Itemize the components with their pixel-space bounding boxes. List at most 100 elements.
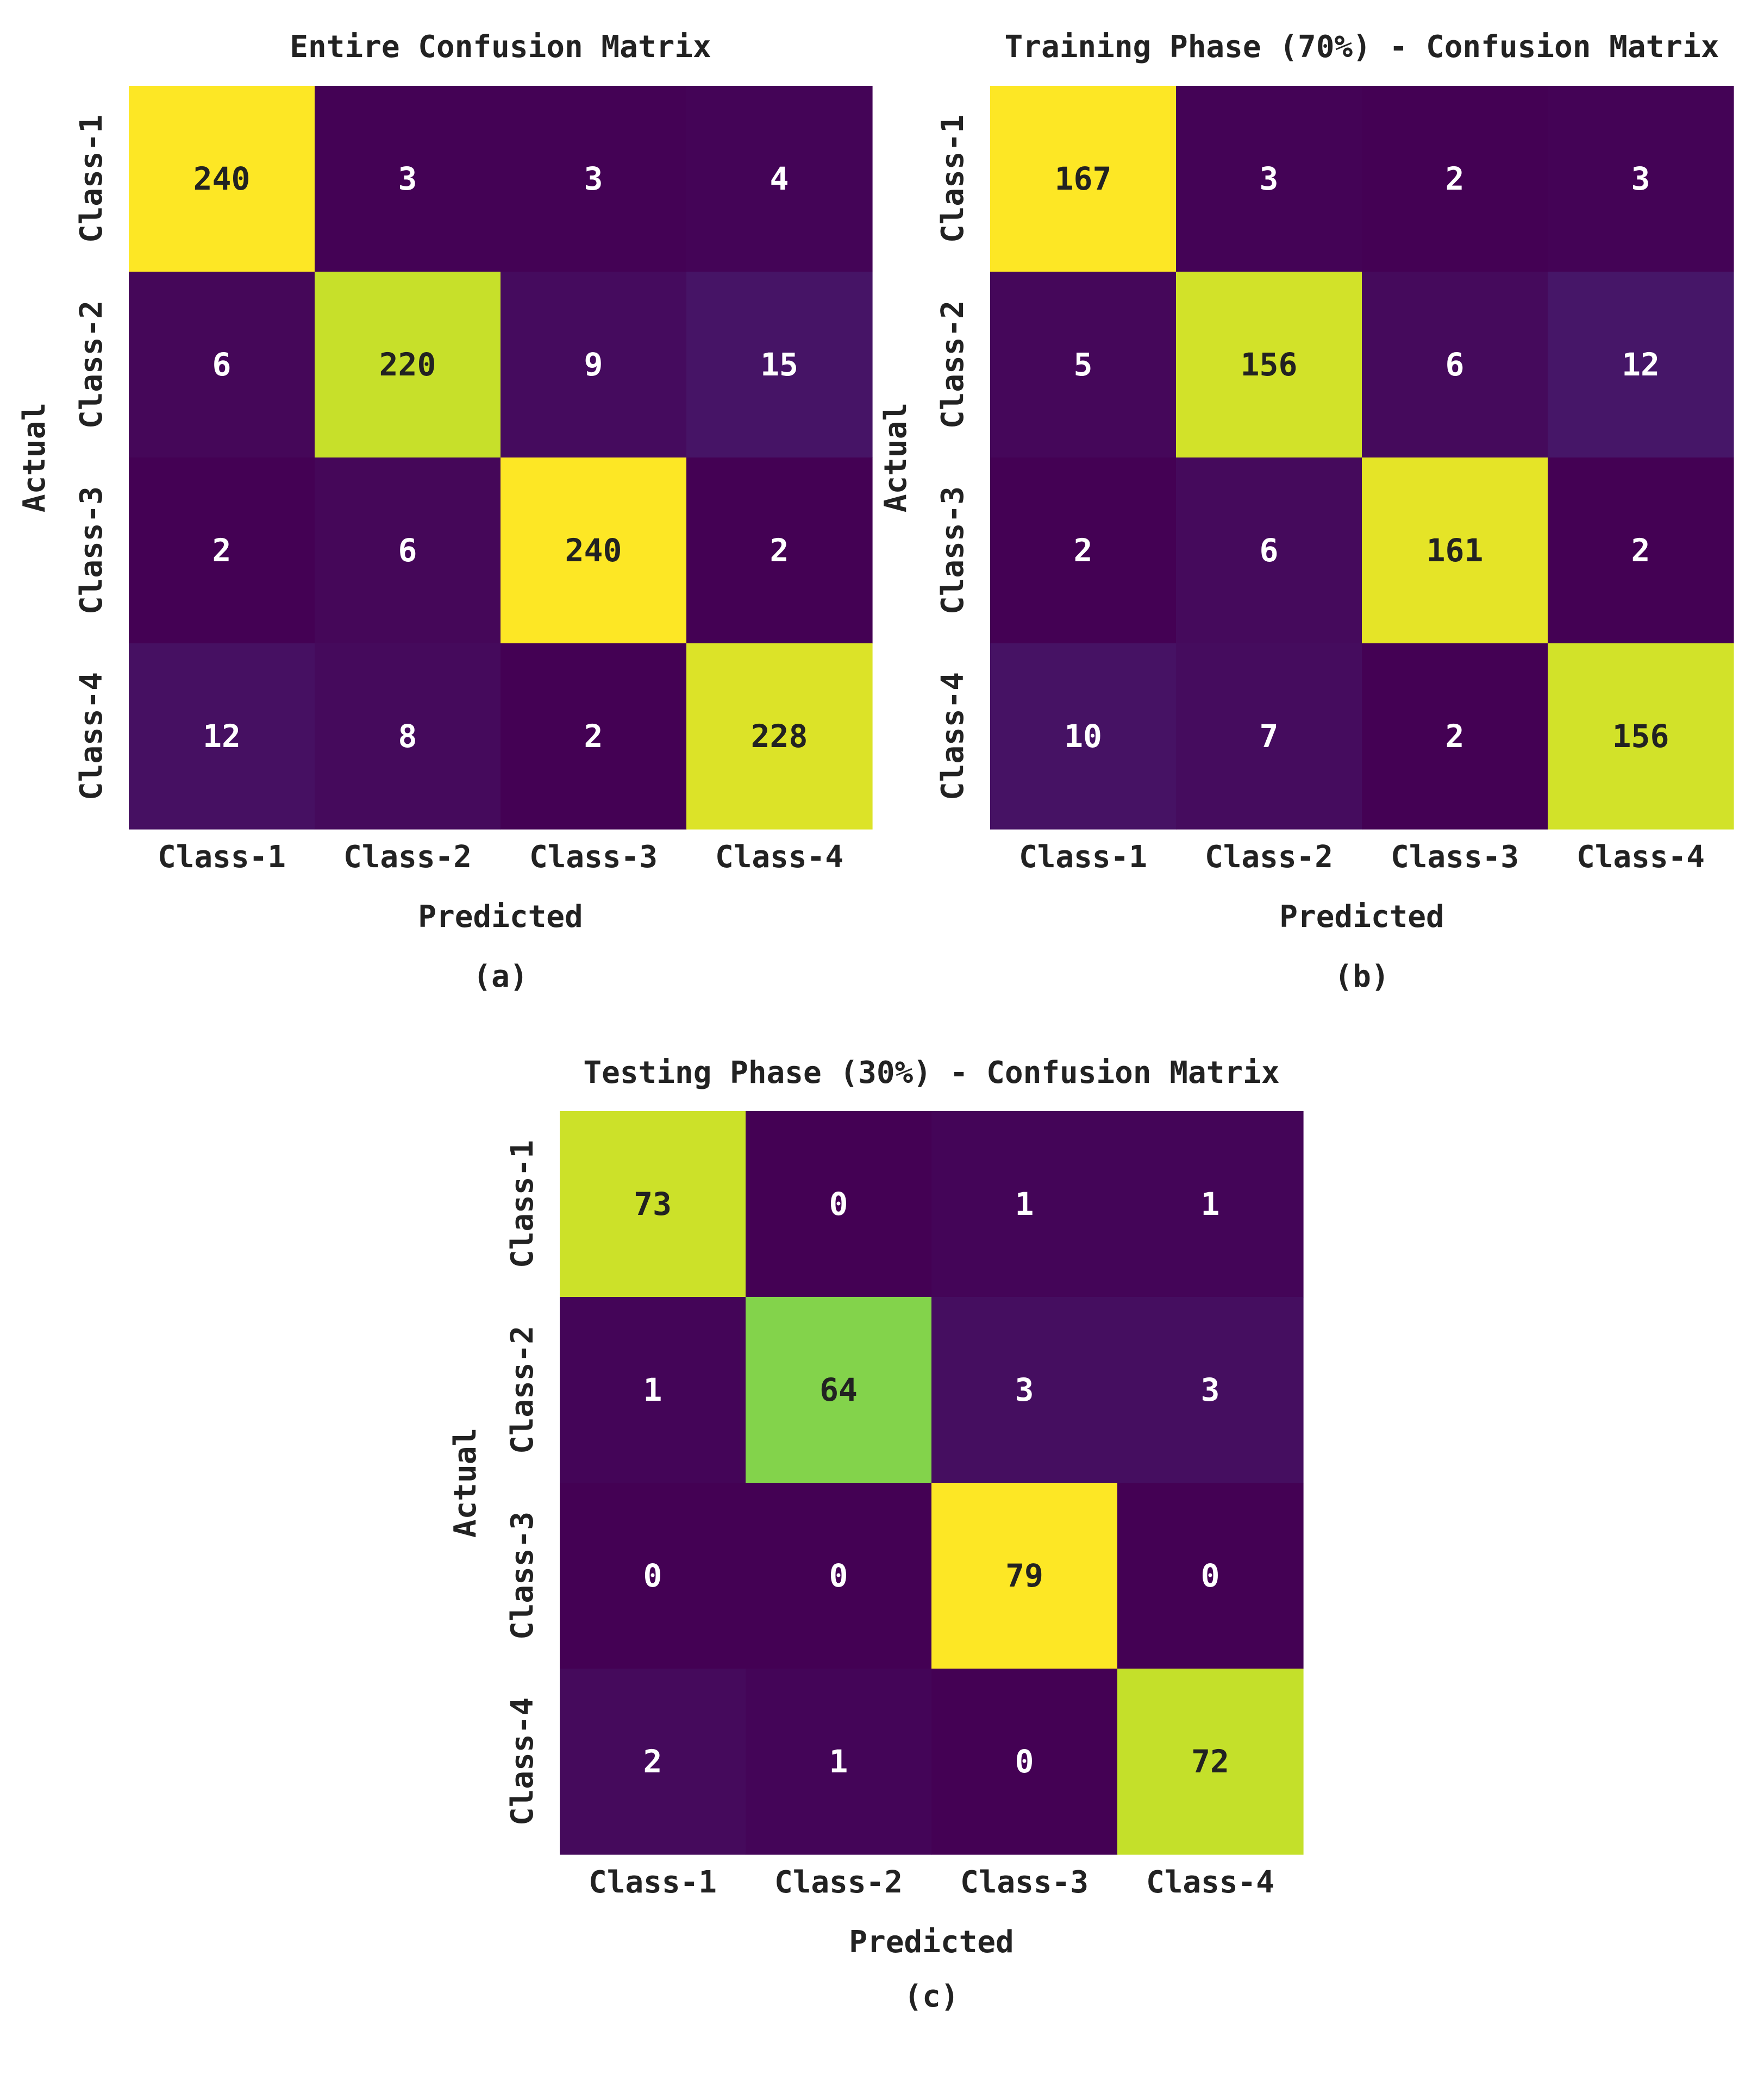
y-axis-label: Actual	[17, 403, 52, 512]
panel-caption-a: (a)	[473, 959, 528, 994]
cell-value-label: 79	[1005, 1557, 1043, 1594]
heatmap-cell-b-r3-c3	[1362, 457, 1548, 644]
heatmap-cell-a-r1-c2	[315, 86, 501, 272]
y-tick-label: Class-1	[74, 115, 109, 243]
cell-value-label: 2	[212, 532, 232, 569]
chart-title-a: Entire Confusion Matrix	[290, 29, 711, 65]
heatmap-cell-b-r2-c2	[1176, 272, 1362, 458]
heatmap-cell-a-r1-c1	[129, 86, 315, 272]
cell-value-label: 240	[193, 160, 251, 197]
cell-value-label: 10	[1064, 718, 1102, 755]
y-tick-label: Class-2	[935, 300, 971, 429]
cell-value-label: 0	[829, 1557, 848, 1594]
heatmap-cell-a-r2-c1	[129, 272, 315, 458]
heatmap-panel-c: Testing Phase (30%) - Confusion Matrix 73…	[448, 1055, 1304, 2014]
cell-value-label: 6	[212, 346, 232, 383]
heatmap-cell-b-r2-c1	[990, 272, 1177, 458]
x-tick-label: Class-3	[1391, 839, 1519, 875]
heatmap-cell-b-r1-c2	[1176, 86, 1362, 272]
x-tick-label: Class-4	[1577, 839, 1705, 875]
cell-value-label: 4	[770, 160, 789, 197]
heatmap-cell-a-r4-c4	[686, 643, 873, 830]
y-tick-label: Class-3	[74, 486, 109, 615]
y-axis-label: Actual	[448, 1428, 483, 1538]
heatmap-cell-c-r3-c1	[560, 1483, 746, 1669]
heatmap-cell-a-r3-c1	[129, 457, 315, 644]
cell-value-label: 15	[760, 346, 798, 383]
x-axis-label: Predicted	[1279, 899, 1444, 935]
cell-value-label: 0	[1201, 1557, 1220, 1594]
heatmap-cell-b-r4-c3	[1362, 643, 1548, 830]
x-axis-label: Predicted	[849, 1925, 1014, 1960]
cell-value-label: 3	[584, 160, 603, 197]
y-tick-label: Class-3	[505, 1512, 540, 1640]
cell-value-label: 2	[1446, 160, 1465, 197]
heatmap-cell-c-r3-c3	[931, 1483, 1118, 1669]
cell-value-label: 1	[1201, 1186, 1220, 1223]
x-tick-label: Class-3	[960, 1865, 1089, 1900]
heatmap-cell-a-r3-c2	[315, 457, 501, 644]
x-tick-label: Class-1	[158, 839, 286, 875]
cell-value-label: 3	[1260, 160, 1279, 197]
heatmap-cell-a-r4-c3	[501, 643, 687, 830]
y-tick-label: Class-2	[74, 300, 109, 429]
chart-title-c: Testing Phase (30%) - Confusion Matrix	[583, 1055, 1279, 1090]
y-tick-label: Class-4	[74, 672, 109, 800]
heatmap-cell-b-r1-c4	[1548, 86, 1734, 272]
panel-caption-b: (b)	[1334, 959, 1389, 994]
heatmap-cell-b-r4-c4	[1548, 643, 1734, 830]
heatmap-cell-b-r1-c1	[990, 86, 1177, 272]
y-tick-label: Class-3	[935, 486, 971, 615]
heatmap-cell-b-r1-c3	[1362, 86, 1548, 272]
heatmap-cell-a-r2-c4	[686, 272, 873, 458]
heatmap-panel-a: Entire Confusion Matrix 240 3 3 4 6 220 9 15 2 6 24…	[17, 29, 873, 994]
cell-value-label: 3	[1015, 1371, 1034, 1408]
y-tick-label: Class-2	[505, 1326, 540, 1454]
heatmap-cell-c-r3-c2	[746, 1483, 932, 1669]
heatmap-cell-c-r2-c3	[931, 1297, 1118, 1483]
heatmap-cell-b-r3-c2	[1176, 457, 1362, 644]
x-axis-label: Predicted	[418, 899, 583, 935]
cell-value-label: 6	[1260, 532, 1279, 569]
heatmap-cell-c-r4-c4	[1117, 1669, 1304, 1855]
x-tick-label: Class-2	[343, 839, 472, 875]
heatmap-panel-b: Training Phase (70%) - Confusion Matrix 1…	[878, 29, 1734, 994]
cell-value-label: 72	[1191, 1743, 1229, 1780]
heatmap-cell-c-r4-c2	[746, 1669, 932, 1855]
cell-value-label: 73	[634, 1186, 672, 1223]
cell-value-label: 0	[829, 1186, 848, 1223]
heatmap-cell-b-r2-c3	[1362, 272, 1548, 458]
heatmap-cell-c-r4-c1	[560, 1669, 746, 1855]
cell-value-label: 2	[1631, 532, 1650, 569]
chart-title-b: Training Phase (70%) - Confusion Matrix	[1005, 29, 1719, 65]
cell-value-label: 0	[643, 1557, 662, 1594]
cell-value-label: 3	[398, 160, 417, 197]
heatmap-cell-a-r3-c4	[686, 457, 873, 644]
cell-value-label: 1	[643, 1371, 662, 1408]
heatmap-cell-c-r2-c2	[746, 1297, 932, 1483]
cell-value-label: 2	[1446, 718, 1465, 755]
heatmap-cell-b-r4-c2	[1176, 643, 1362, 830]
cell-value-label: 2	[1074, 532, 1093, 569]
cell-value-label: 2	[584, 718, 603, 755]
cell-value-label: 5	[1074, 346, 1093, 383]
cell-value-label: 156	[1612, 718, 1669, 755]
heatmap-cell-b-r3-c1	[990, 457, 1177, 644]
heatmap-cell-a-r2-c3	[501, 272, 687, 458]
y-tick-label: Class-1	[935, 115, 971, 243]
heatmap-cell-a-r2-c2	[315, 272, 501, 458]
panel-caption-c: (c)	[904, 1979, 959, 2014]
cell-value-label: 7	[1260, 718, 1279, 755]
heatmap-cell-c-r2-c1	[560, 1297, 746, 1483]
y-axis-label: Actual	[878, 403, 914, 512]
cell-value-label: 228	[751, 718, 808, 755]
cell-value-label: 220	[379, 346, 436, 383]
heatmap-cell-a-r3-c3	[501, 457, 687, 644]
cell-value-label: 6	[398, 532, 417, 569]
cell-value-label: 1	[1015, 1186, 1034, 1223]
heatmap-cell-c-r4-c3	[931, 1669, 1118, 1855]
x-tick-label: Class-4	[1146, 1865, 1274, 1900]
cell-value-label: 64	[820, 1371, 858, 1408]
heatmap-cell-b-r2-c4	[1548, 272, 1734, 458]
